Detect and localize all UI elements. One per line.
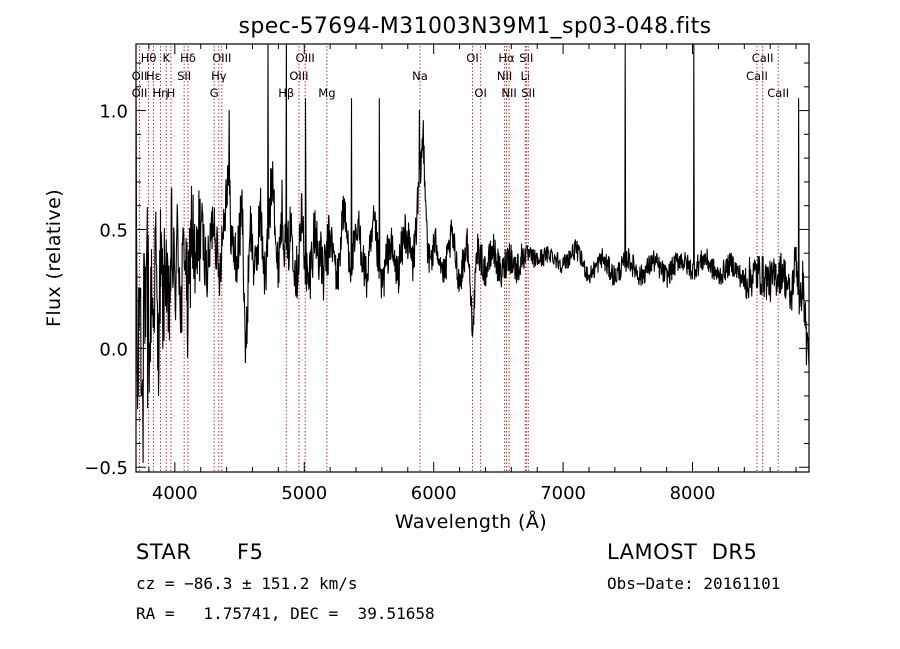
spectral-line-label: H	[167, 86, 176, 100]
spectral-line-label: Li	[520, 69, 530, 83]
y-tick-label: 0.5	[99, 220, 128, 241]
spectral-line-label: OI	[466, 51, 478, 65]
spectral-line-label: Hθ	[141, 51, 157, 65]
spectral-line-label: CaII	[767, 86, 789, 100]
object-class: STAR	[136, 540, 192, 564]
x-tick-label: 8000	[670, 483, 716, 504]
spectral-line-label: NII	[497, 69, 512, 83]
spectral-line-label: Hη	[152, 86, 168, 100]
y-tick-label: 0.0	[99, 339, 128, 360]
spectral-line-label: CaII	[746, 69, 768, 83]
axes: 4000 5000 6000 7000 8000 −0.5 0.0 0.5 1.0	[84, 44, 809, 504]
x-tick-label: 5000	[281, 483, 327, 504]
spectral-line-label: OIII	[212, 51, 231, 65]
spectral-line-label: Hδ	[180, 51, 196, 65]
spectrum-line	[135, 43, 810, 464]
spectral-line-label: SII	[519, 51, 533, 65]
x-axis-label: Wavelength (Å)	[395, 510, 547, 533]
data-release: LAMOST DR5	[607, 540, 758, 564]
spectral-line-label: G	[210, 86, 219, 100]
x-tick-label: 7000	[540, 483, 586, 504]
spectral-line-label: Hγ	[211, 69, 227, 83]
spectral-line-label: OIII	[296, 51, 315, 65]
spectral-line-label: SII	[521, 86, 535, 100]
spectral-line-label: OII	[132, 69, 148, 83]
y-axis-label: Flux (relative)	[43, 189, 65, 327]
x-tick-label: 4000	[152, 483, 198, 504]
spectral-line-label: CaII	[752, 51, 774, 65]
plot-frame	[135, 43, 810, 473]
object-subclass: F5	[237, 540, 264, 564]
spectral-line-label: Na	[412, 69, 428, 83]
chart-title: spec-57694-M31003N39M1_sp03-048.fits	[238, 14, 711, 39]
spectral-line-label: Hε	[146, 69, 161, 83]
redshift-velocity: cz = −86.3 ± 151.2 km/s	[136, 574, 358, 593]
spectral-line-label: SII	[177, 69, 191, 83]
ra-dec-coordinates: RA = 1.75741, DEC = 39.51658	[136, 604, 435, 623]
spectral-line-label: Mg	[318, 86, 335, 100]
spectral-line-label: K	[163, 51, 171, 65]
spectral-line-label: NII	[501, 86, 516, 100]
spectral-line-label: Hα	[498, 51, 515, 65]
x-tick-label: 6000	[411, 483, 457, 504]
spectrum-series	[135, 43, 810, 464]
spectral-line-label: OII	[132, 86, 148, 100]
observation-date: Obs−Date: 20161101	[607, 574, 781, 593]
y-tick-label: 1.0	[99, 102, 128, 123]
y-tick-label: −0.5	[84, 458, 128, 479]
spectral-line-label: OIII	[289, 69, 308, 83]
spectral-line-label: OI	[474, 86, 486, 100]
